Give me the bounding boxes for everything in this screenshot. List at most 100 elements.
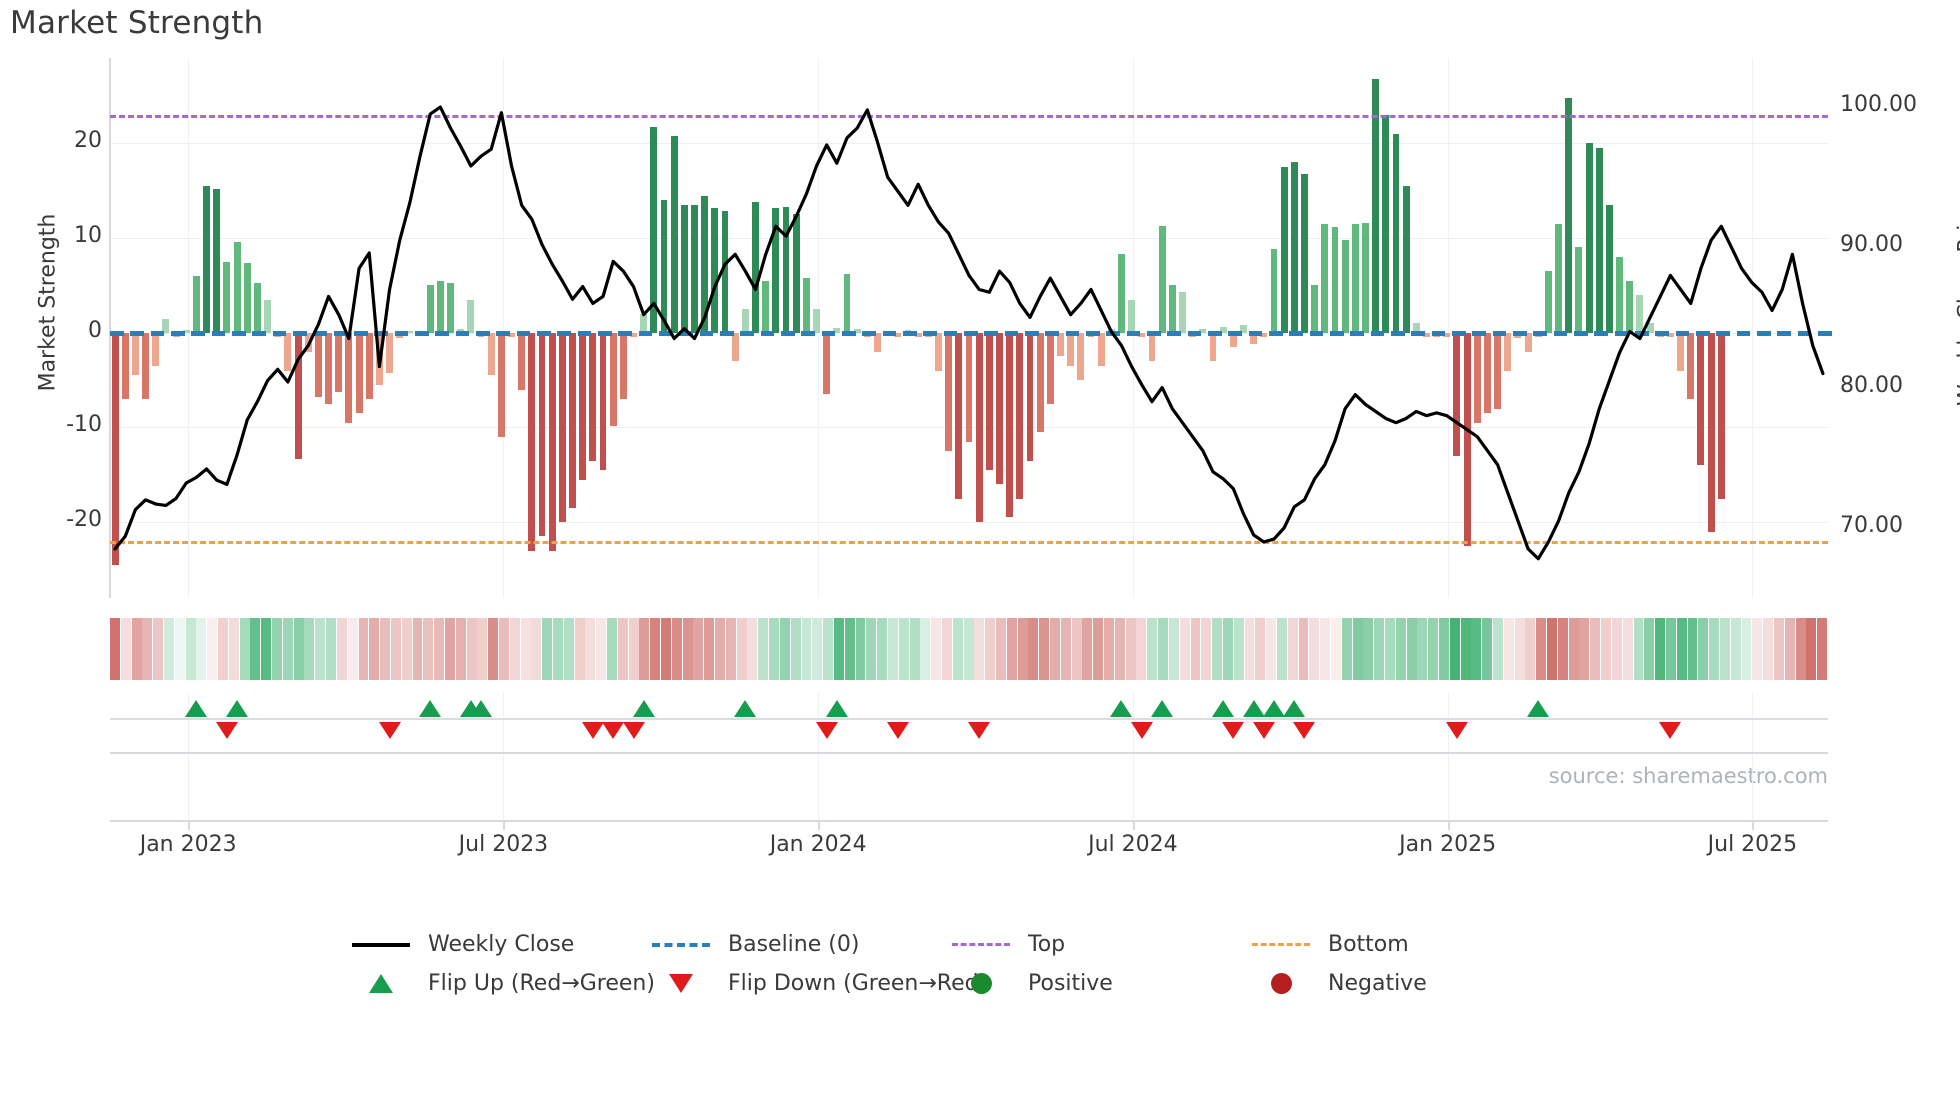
flip-down-marker: [1659, 722, 1682, 739]
legend-item[interactable]: Positive: [950, 971, 1113, 996]
strength-bar: [1494, 332, 1502, 409]
heatmap-cell: [1719, 618, 1730, 680]
strength-bar: [1057, 332, 1064, 357]
heatmap-cell: [1665, 618, 1676, 680]
heatmap-cell: [1536, 618, 1547, 680]
strength-bar: [142, 332, 150, 400]
baseline-segment: [780, 330, 795, 336]
baseline-segment: [252, 330, 267, 336]
heatmap-cell: [1309, 618, 1320, 680]
vertical-gridline: [188, 692, 190, 752]
strength-bar: [813, 309, 820, 333]
strength-bar: [447, 282, 454, 333]
heatmap-cell: [887, 618, 898, 680]
baseline-segment: [658, 330, 673, 336]
strength-bar: [1717, 332, 1725, 499]
source-attribution: source: sharemaestro.com: [1548, 764, 1828, 788]
heatmap-cell: [282, 618, 293, 680]
heatmap-cell: [347, 618, 358, 680]
heatmap-cell: [1341, 618, 1352, 680]
strength-bar: [823, 332, 831, 395]
heatmap-cell: [1082, 618, 1093, 680]
heatmap-cell: [585, 618, 596, 680]
baseline-segment: [1594, 330, 1608, 336]
strength-bar: [253, 283, 261, 333]
footer-panel: source: sharemaestro.com: [110, 752, 1828, 830]
strength-bar: [650, 127, 658, 333]
legend-glyph: [650, 942, 712, 947]
heatmap-cell: [952, 618, 963, 680]
heatmap-cell: [1752, 618, 1763, 680]
heatmap-cell: [444, 618, 455, 680]
strength-bar: [1199, 328, 1207, 333]
heatmap-cell: [715, 618, 726, 680]
baseline-segment: [1065, 330, 1080, 336]
baseline-segment: [1614, 330, 1629, 336]
vertical-gridline: [1132, 752, 1134, 822]
legend-label: Flip Up (Red→Green): [428, 971, 655, 996]
strength-bar: [1707, 332, 1715, 532]
legend-item[interactable]: Flip Down (Green→Red): [650, 971, 987, 996]
legend-glyph: [350, 942, 412, 947]
baseline-segment: [110, 330, 124, 336]
heatmap-cell: [1406, 618, 1417, 680]
flip-down-marker: [815, 722, 838, 739]
legend-item[interactable]: Flip Up (Red→Green): [350, 971, 655, 996]
heatmap-cell: [779, 618, 790, 680]
baseline-segment: [862, 330, 876, 336]
baseline-segment: [475, 330, 490, 336]
strength-bar: [1168, 285, 1176, 333]
strength-bar: [1128, 299, 1136, 333]
strength-bar: [874, 332, 881, 352]
flip-up-marker: [1151, 700, 1174, 717]
y-tick-right: 100.00: [1840, 92, 1917, 118]
heatmap-cell: [110, 618, 120, 680]
heatmap-cell: [1352, 618, 1363, 680]
flip-down-marker: [215, 722, 238, 739]
heatmap-cell: [920, 618, 931, 680]
heatmap-cell: [1136, 618, 1147, 680]
heatmap-cell: [1363, 618, 1374, 680]
strength-bar: [558, 332, 566, 523]
heatmap-cell: [1644, 618, 1655, 680]
flip-up-marker: [226, 700, 249, 717]
heatmap-cell: [1093, 618, 1104, 680]
strength-bar: [1280, 166, 1288, 333]
heatmap-cell: [509, 618, 520, 680]
strength-bar: [1687, 332, 1695, 400]
legend-label: Top: [1028, 932, 1066, 957]
flip-up-triangle-icon: [369, 974, 393, 993]
strength-bar: [1331, 226, 1339, 333]
baseline-segment: [1289, 330, 1303, 336]
strength-bar: [508, 332, 515, 338]
baseline-segment: [1573, 330, 1588, 336]
heatmap-cell: [1655, 618, 1666, 680]
heatmap-cell: [877, 618, 888, 680]
strength-bar: [1311, 285, 1319, 333]
strength-bar: [1402, 185, 1410, 333]
strength-bar: [1138, 332, 1146, 337]
legend-item[interactable]: Top: [950, 932, 1065, 957]
heatmap-cell: [1125, 618, 1136, 680]
vertical-gridline: [1752, 692, 1754, 752]
strength-bar: [1443, 332, 1451, 337]
heatmap-cell: [1763, 618, 1774, 680]
heatmap-cell: [833, 618, 844, 680]
strength-bar: [1067, 332, 1075, 366]
legend-item[interactable]: Weekly Close: [350, 932, 574, 957]
legend-item[interactable]: Baseline (0): [650, 932, 859, 957]
strength-bar: [182, 329, 190, 333]
strength-bar: [1077, 332, 1085, 381]
legend-item[interactable]: Bottom: [1250, 932, 1409, 957]
bottom-dash-icon: [1252, 943, 1310, 946]
heatmap-cell: [1266, 618, 1277, 680]
strength-bar: [1046, 332, 1054, 404]
heatmap-cell: [120, 618, 131, 680]
heatmap-cell: [412, 618, 423, 680]
strength-bar: [721, 211, 729, 333]
legend-item[interactable]: Negative: [1250, 971, 1427, 996]
y-tick-left: -20: [66, 507, 102, 533]
horizontal-gridline: [110, 238, 1828, 239]
baseline-segment: [1024, 330, 1039, 336]
